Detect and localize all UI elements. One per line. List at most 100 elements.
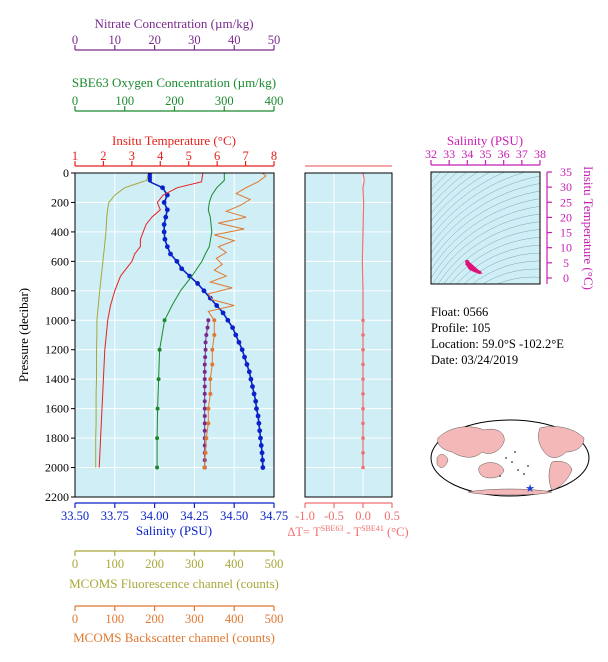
- nitrate-tick-label: 40: [228, 33, 241, 47]
- salinity-point: [242, 354, 247, 360]
- backscatter-point: [212, 318, 217, 323]
- oxygen-point: [155, 465, 160, 470]
- oxygen-point: [155, 406, 160, 411]
- oxygen-tick-label: 400: [265, 94, 284, 108]
- land-north-america: [538, 426, 585, 458]
- salinity-point: [244, 362, 250, 367]
- profile-plot: 0 200 400 600 800 1000 1200 1400 1600 1800 2000 220…: [16, 166, 275, 504]
- backscatter-axis-title: MCOMS Backscatter channel (counts): [73, 630, 275, 645]
- salinity-point: [195, 281, 200, 286]
- oxygen-tick-label: 200: [165, 94, 184, 108]
- backscatter-point: [206, 421, 211, 426]
- t-s-temperature-tick-label: 25: [560, 195, 572, 209]
- salinity-tick-label: 34.00: [141, 509, 169, 523]
- salinity-point: [162, 236, 168, 242]
- nitrate-axis-title: Nitrate Concentration (µm/kg): [94, 16, 253, 31]
- salinity-point: [248, 376, 254, 382]
- temperature-tick-label: 7: [242, 149, 248, 163]
- map-island: [505, 457, 507, 459]
- salinity-point: [259, 450, 265, 456]
- temperature-line: [98, 173, 204, 468]
- temperature-tick-label: 3: [129, 149, 135, 163]
- salinity-point: [253, 398, 259, 404]
- float-location-marker: ★: [525, 483, 535, 495]
- t-s-temperature-tick-label: 20: [560, 210, 572, 224]
- salinity-point: [233, 332, 239, 338]
- temperature-axis-title: Insitu Temperature (°C): [112, 133, 236, 148]
- pressure-tick-label: 200: [51, 195, 69, 209]
- salinity-point: [161, 229, 167, 235]
- pressure-tick-label: 1000: [45, 313, 69, 327]
- nitrate-point: [205, 325, 210, 330]
- backscatter-tick-label: 400: [225, 612, 244, 626]
- nitrate-point: [202, 391, 207, 396]
- t-s-diagram: Salinity (PSU) 32 33 34 35 36 37 3805101520253…: [425, 133, 596, 290]
- t-s-salinity-tick-label: 33: [443, 147, 455, 161]
- oxygen-point: [162, 318, 167, 323]
- fluorescence-line: [95, 173, 150, 468]
- land-antarctica: [467, 488, 553, 496]
- temperature-tick-label: 6: [214, 149, 220, 163]
- backscatter-point: [202, 465, 207, 470]
- delta-t-title-part: - T: [343, 525, 361, 539]
- salinity-point: [254, 406, 259, 412]
- delta-t-point: [361, 451, 365, 455]
- t-s-salinity-title: Salinity (PSU): [447, 133, 523, 148]
- nitrate-point: [202, 377, 207, 382]
- fluorescence-tick-label: 400: [225, 557, 244, 571]
- t-s-temperature-tick-label: 35: [560, 165, 572, 179]
- salinity-axis-title: Salinity (PSU): [136, 523, 212, 538]
- delta-t-tick-label: -0.5: [324, 509, 344, 523]
- pressure-tick-label: 1600: [45, 402, 69, 416]
- fluorescence-axis: MCOMS Fluorescence channel (counts) 0 100…: [69, 550, 284, 591]
- salinity-point: [239, 347, 245, 353]
- backscatter-point: [203, 450, 208, 455]
- salinity-point: [256, 420, 262, 426]
- map-islands: [499, 451, 529, 477]
- nitrate-point: [202, 414, 207, 418]
- salinity-axis: Salinity (PSU) 33.50 33.75 34.00 34.25 34.50…: [61, 502, 288, 538]
- nitrate-point: [202, 428, 207, 433]
- temperature-tick-label: 1: [72, 149, 78, 163]
- backscatter-point: [204, 436, 209, 441]
- nitrate-point: [202, 399, 207, 404]
- t-s-salinity-tick-label: 36: [498, 147, 510, 161]
- delta-t-point: [361, 421, 365, 426]
- backscatter-point: [208, 391, 213, 396]
- pressure-axis: 0 200 400 600 800 1000 1200 1400 1600 1800 2000 220…: [45, 166, 75, 504]
- profile-plot-frame: [74, 172, 275, 498]
- delta-t-title-sup2: SBE41: [361, 524, 384, 533]
- delta-t-point: [361, 347, 365, 352]
- delta-t-point: [361, 318, 365, 323]
- nitrate-point: [202, 362, 207, 367]
- delta-t-point: [361, 362, 365, 367]
- salinity-point: [255, 413, 261, 419]
- delta-t-line: [361, 172, 365, 468]
- oxygen-line: [156, 173, 225, 468]
- t-s-point: [478, 270, 482, 274]
- fluorescence-tick-label: 500: [265, 557, 284, 571]
- t-s-salinity-tick-label: 38: [534, 147, 546, 161]
- salinity-point: [174, 258, 180, 264]
- t-s-salinity-tick-label: 34: [461, 147, 473, 161]
- pressure-tick-label: 400: [51, 225, 69, 239]
- oxygen-axis-title: SBE63 Oxygen Concentration (µm/kg): [72, 75, 276, 90]
- pressure-tick-label: 0: [63, 166, 69, 180]
- backscatter-axis: MCOMS Backscatter channel (counts) 0 100 2…: [72, 605, 283, 645]
- map-island: [517, 469, 519, 471]
- fluorescence-axis-title: MCOMS Fluorescence channel (counts): [69, 576, 279, 591]
- backscatter-point: [210, 362, 215, 367]
- delta-t-point: [361, 377, 365, 381]
- backscatter-tick-label: 300: [185, 612, 204, 626]
- t-s-salinity-tick-label: 37: [516, 147, 528, 161]
- oxygen-tick-label: 100: [115, 94, 134, 108]
- salinity-point: [258, 443, 264, 448]
- salinity-point: [246, 369, 252, 375]
- salinity-tick-label: 33.50: [61, 509, 89, 523]
- backscatter-point: [206, 406, 211, 411]
- delta-t-point: [361, 465, 365, 470]
- oxygen-point: [155, 436, 160, 441]
- salinity-point: [257, 428, 263, 434]
- map-island: [499, 475, 501, 477]
